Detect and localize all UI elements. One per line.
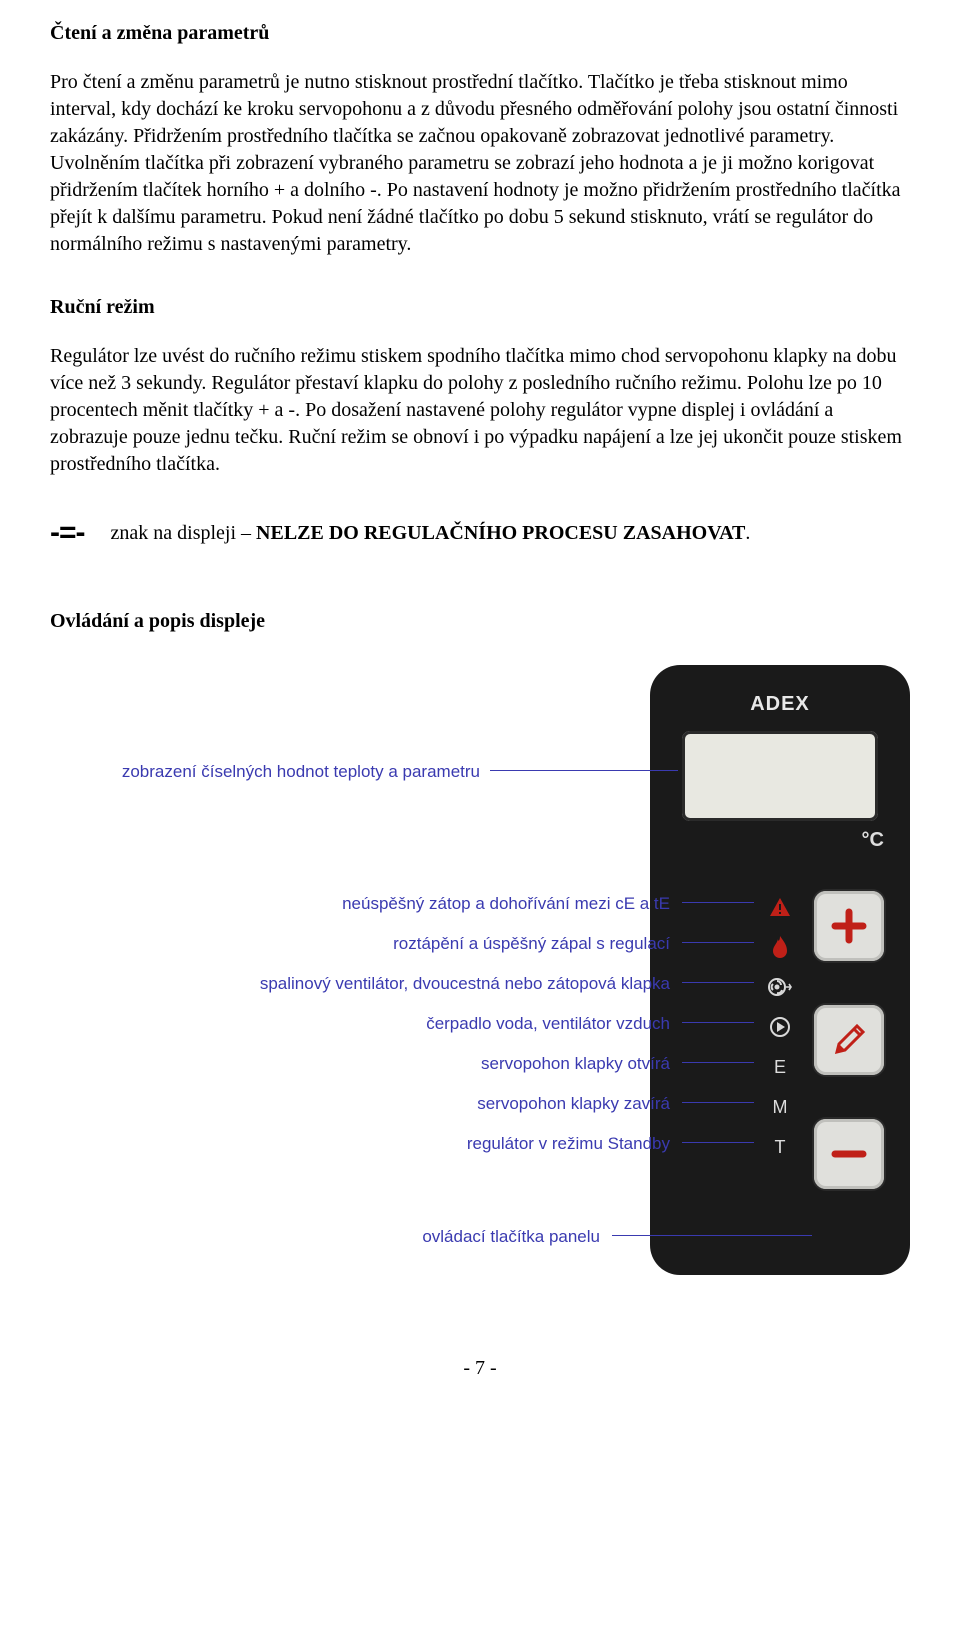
paragraph-manual-mode: Regulátor lze uvést do ručního režimu st… [50, 343, 910, 478]
lead-close [682, 1102, 754, 1103]
edit-button[interactable] [814, 1005, 884, 1075]
label-standby: regulátor v režimu Standby [467, 1133, 670, 1156]
label-open: servopohon klapky otvírá [481, 1053, 670, 1076]
symbol-glyph-icon: -=- [50, 518, 85, 548]
device-body: ADEX °C E M T [650, 665, 910, 1275]
led-letter-m: M [762, 1096, 798, 1118]
device-lcd [682, 731, 878, 821]
label-display: zobrazení číselných hodnot teploty a par… [122, 761, 480, 784]
led-letter-t: T [762, 1136, 798, 1158]
device-brand: ADEX [650, 691, 910, 718]
label-warn: neúspěšný zátop a dohořívání mezi cE a t… [342, 893, 670, 916]
page-number: - 7 - [50, 1355, 910, 1382]
minus-button[interactable] [814, 1119, 884, 1189]
label-fan: spalinový ventilátor, dvoucestná nebo zá… [260, 973, 670, 996]
label-flame: roztápění a úspěšný zápal s regulací [393, 933, 670, 956]
fan-icon [762, 976, 798, 998]
plus-button[interactable] [814, 891, 884, 961]
symbol-text: znak na displeji – NELZE DO REGULAČNÍHO … [111, 520, 751, 547]
label-pump: čerpadlo voda, ventilátor vzduch [426, 1013, 670, 1036]
lead-fan [682, 982, 754, 983]
lead-flame [682, 942, 754, 943]
label-close: servopohon klapky zavírá [477, 1093, 670, 1116]
lead-open [682, 1062, 754, 1063]
label-buttons: ovládací tlačítka panelu [422, 1226, 600, 1249]
symbol-note: -=- znak na displeji – NELZE DO REGULAČN… [50, 518, 910, 548]
paragraph-parameters: Pro čtení a změnu parametrů je nutno sti… [50, 69, 910, 258]
led-column: E M T [760, 896, 800, 1158]
lead-standby [682, 1142, 754, 1143]
flame-icon [762, 936, 798, 958]
lead-warn [682, 902, 754, 903]
led-letter-e: E [762, 1056, 798, 1078]
lead-pump [682, 1022, 754, 1023]
heading-display-control: Ovládání a popis displeje [50, 608, 910, 635]
heading-parameters: Čtení a změna parametrů [50, 20, 910, 47]
device-diagram: ADEX °C E M T [50, 665, 910, 1315]
warning-icon [762, 896, 798, 918]
pump-icon [762, 1016, 798, 1038]
heading-manual-mode: Ruční režim [50, 294, 910, 321]
degree-label: °C [862, 827, 884, 854]
lead-buttons [612, 1235, 812, 1236]
lead-display [490, 770, 678, 771]
